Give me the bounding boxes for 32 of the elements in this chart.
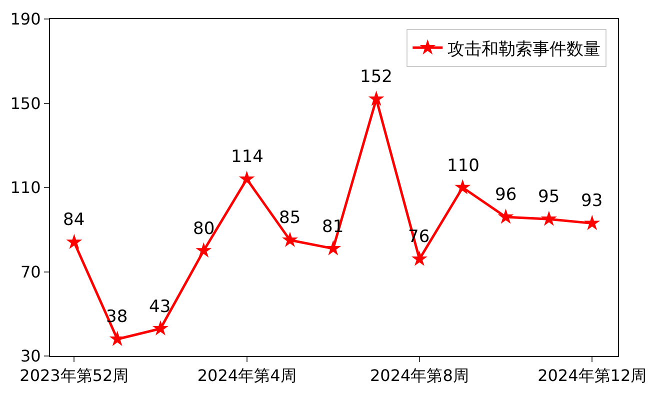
point [498,208,514,224]
y-tick-label: 190 [10,10,41,29]
data-label: 152 [360,67,392,87]
y-tick-label: 110 [10,178,41,198]
y-tick-label: 30 [20,346,41,366]
data-label: 95 [538,187,560,207]
point [454,179,471,194]
y-tick-label: 70 [20,262,41,282]
point [238,170,255,186]
x-tick-label: 2023年第52周 [20,366,129,386]
data-label: 80 [193,219,215,239]
x-tick-label: 2024年第4周 [197,366,296,386]
y-tick-label: 150 [10,94,41,113]
data-label: 85 [279,208,301,228]
x-tick-label: 2024年第12周 [538,366,647,386]
legend-label: 攻击和勒索事件数量 [448,39,601,60]
point [540,210,557,226]
point [282,232,298,247]
data-label: 110 [447,156,480,176]
point [66,234,82,250]
data-label: 114 [231,147,264,167]
data-label: 93 [581,191,603,211]
point [325,240,342,256]
point [584,214,600,230]
point [152,320,168,336]
point [368,90,384,106]
data-label: 96 [495,185,517,205]
data-label: 84 [63,210,85,230]
point [196,242,212,258]
x-tick-label: 2024年第8周 [370,366,469,386]
data-label: 43 [149,297,171,317]
point [411,250,428,266]
